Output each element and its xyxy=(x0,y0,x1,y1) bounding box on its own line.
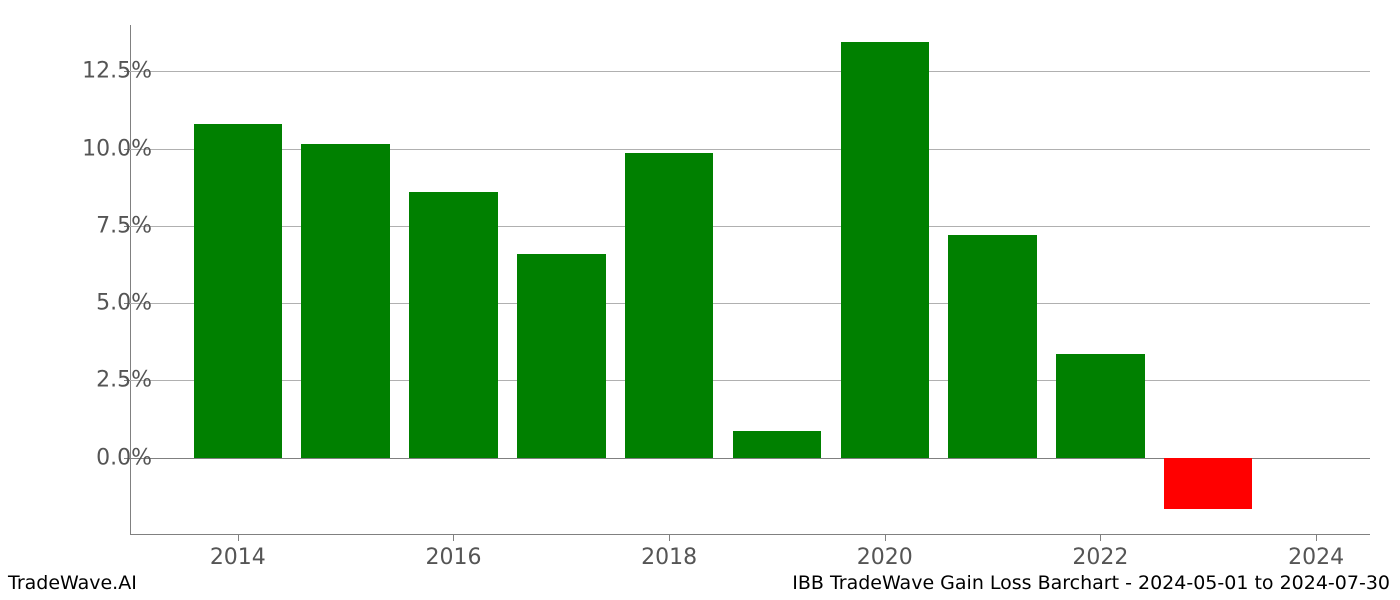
x-tick-mark xyxy=(1316,535,1317,541)
plot-area: 201420162018202020222024 xyxy=(130,25,1370,535)
y-tick-label: 5.0% xyxy=(32,291,152,316)
x-axis-spine xyxy=(130,534,1370,535)
bar xyxy=(948,235,1036,458)
y-tick-label: 0.0% xyxy=(32,445,152,470)
bar xyxy=(733,431,821,457)
y-tick-label: 12.5% xyxy=(32,59,152,84)
bar xyxy=(409,192,497,458)
x-tick-mark xyxy=(453,535,454,541)
gridline xyxy=(130,71,1370,72)
x-tick-mark xyxy=(238,535,239,541)
x-tick-label: 2014 xyxy=(210,545,266,570)
bar xyxy=(517,254,605,458)
x-tick-label: 2022 xyxy=(1072,545,1128,570)
bar xyxy=(625,153,713,457)
bar xyxy=(1164,458,1252,509)
x-tick-label: 2024 xyxy=(1288,545,1344,570)
bar xyxy=(301,144,389,458)
bar xyxy=(841,42,929,458)
x-tick-mark xyxy=(885,535,886,541)
x-tick-label: 2018 xyxy=(641,545,697,570)
footer-caption: IBB TradeWave Gain Loss Barchart - 2024-… xyxy=(792,572,1390,594)
footer-brand: TradeWave.AI xyxy=(8,572,137,594)
chart-container: 201420162018202020222024 xyxy=(130,25,1370,535)
bar xyxy=(194,124,282,458)
y-tick-label: 10.0% xyxy=(32,136,152,161)
bar xyxy=(1056,354,1144,458)
x-tick-mark xyxy=(669,535,670,541)
y-tick-label: 7.5% xyxy=(32,213,152,238)
x-tick-mark xyxy=(1100,535,1101,541)
x-tick-label: 2016 xyxy=(425,545,481,570)
y-tick-label: 2.5% xyxy=(32,368,152,393)
x-tick-label: 2020 xyxy=(857,545,913,570)
